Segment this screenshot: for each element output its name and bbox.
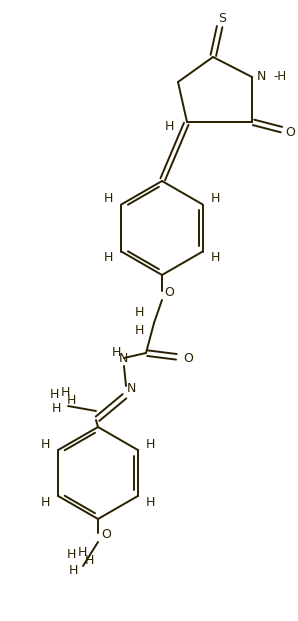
Text: H: H — [60, 386, 70, 399]
Text: H: H — [211, 192, 221, 205]
Text: H: H — [66, 548, 76, 561]
Text: H: H — [134, 325, 144, 337]
Text: S: S — [218, 12, 226, 24]
Text: H: H — [68, 564, 78, 578]
Text: N: N — [257, 70, 266, 83]
Text: N: N — [126, 381, 136, 394]
Text: H: H — [211, 251, 221, 264]
Text: H: H — [41, 496, 50, 509]
Text: H: H — [66, 394, 76, 407]
Text: H: H — [104, 251, 113, 264]
Text: O: O — [164, 286, 174, 299]
Text: H: H — [104, 192, 113, 205]
Text: H: H — [146, 496, 156, 509]
Text: H: H — [49, 388, 59, 401]
Text: -H: -H — [273, 70, 286, 83]
Text: N: N — [118, 353, 128, 366]
Text: O: O — [285, 125, 295, 138]
Text: H: H — [51, 402, 61, 414]
Text: O: O — [101, 528, 111, 542]
Text: H: H — [134, 307, 144, 319]
Text: H: H — [84, 555, 94, 568]
Text: H: H — [111, 345, 121, 358]
Text: O: O — [183, 351, 193, 365]
Text: H: H — [146, 438, 156, 450]
Text: H: H — [164, 120, 174, 134]
Text: H: H — [41, 438, 50, 450]
Text: H: H — [77, 545, 87, 558]
